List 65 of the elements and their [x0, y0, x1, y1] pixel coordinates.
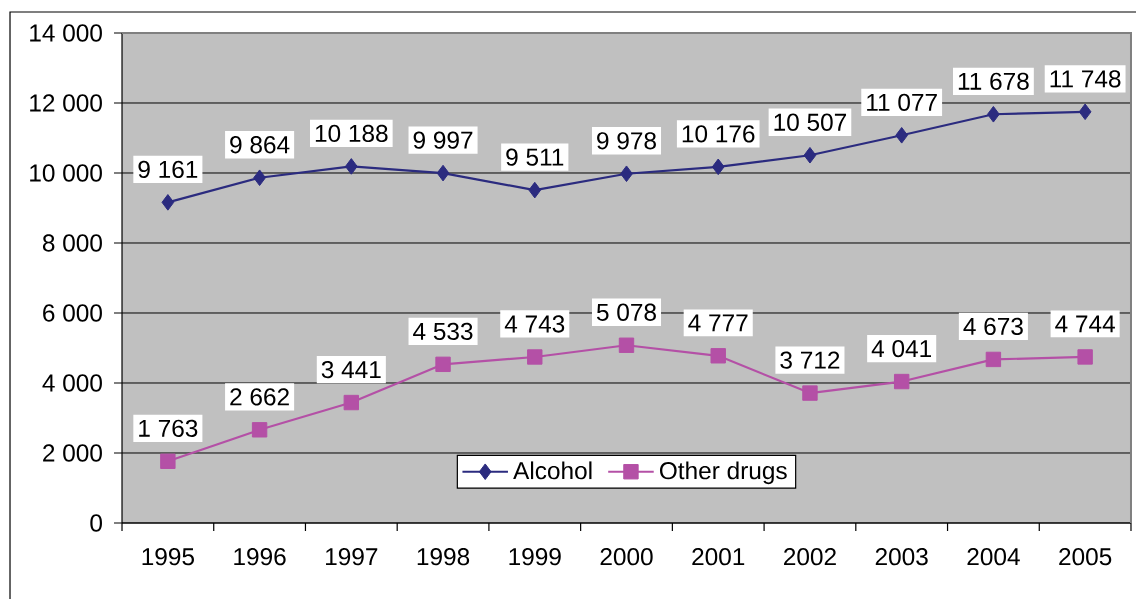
data-label: 4 744 — [1055, 315, 1115, 333]
data-label: 10 507 — [774, 113, 847, 131]
point — [343, 394, 360, 411]
data-label: 9 864 — [230, 136, 290, 154]
point — [620, 165, 633, 183]
point — [802, 385, 818, 401]
y-tick-label: 10 000 — [30, 164, 102, 182]
data-label: 3 712 — [780, 351, 840, 369]
legend-label: Other drugs — [659, 461, 787, 485]
data-label: 4 533 — [413, 322, 473, 340]
x-tick-label: 2000 — [600, 548, 653, 566]
point — [1078, 103, 1092, 121]
x-tick-label: 2005 — [1059, 548, 1112, 566]
data-label: 9 978 — [597, 132, 656, 150]
data-label: 2 662 — [230, 388, 289, 406]
point — [344, 158, 358, 175]
data-label: 4 743 — [504, 315, 565, 333]
x-tick-label: 1996 — [234, 548, 286, 566]
point — [435, 356, 451, 373]
data-label: 11 678 — [958, 72, 1029, 90]
y-tick-label: 4 000 — [42, 374, 102, 392]
x-tick-label: 2001 — [692, 548, 745, 566]
data-label: 9 997 — [413, 131, 473, 149]
x-tick-label: 2003 — [875, 548, 928, 566]
point — [251, 422, 268, 438]
point — [987, 105, 1000, 123]
point — [895, 127, 909, 144]
point — [528, 181, 542, 199]
x-tick-label: 1995 — [142, 548, 194, 566]
legend-label: Alcohol — [513, 461, 592, 480]
data-label: 4 673 — [963, 317, 1023, 336]
data-label: 1 763 — [139, 419, 198, 437]
y-tick-label: 6 000 — [43, 304, 102, 322]
data-label: 9 161 — [138, 160, 198, 179]
y-tick-label: 12 000 — [30, 94, 102, 112]
y-tick-label: 0 — [90, 514, 102, 532]
y-tick-label: 8 000 — [42, 234, 102, 252]
data-label: 10 176 — [682, 125, 755, 143]
data-label: 11 748 — [1050, 70, 1121, 88]
point — [1077, 349, 1093, 365]
data-label: 4 041 — [871, 339, 931, 358]
point — [160, 453, 176, 469]
y-tick-label: 14 000 — [30, 24, 102, 42]
point — [436, 164, 450, 182]
data-label: 3 441 — [321, 360, 381, 379]
point — [161, 194, 175, 211]
x-tick-label: 1999 — [509, 548, 561, 566]
point — [803, 146, 817, 164]
point — [253, 169, 266, 187]
point — [985, 351, 1002, 368]
point — [711, 158, 725, 176]
y-tick-label: 2 000 — [43, 444, 102, 462]
x-tick-label: 1997 — [326, 548, 378, 566]
data-label: 11 077 — [867, 93, 937, 111]
data-label: 9 511 — [506, 148, 564, 166]
data-label: 4 777 — [688, 314, 748, 332]
data-label: 5 078 — [596, 303, 656, 321]
x-tick-label: 2002 — [784, 548, 836, 566]
point — [893, 373, 910, 390]
point — [618, 337, 635, 353]
point — [710, 348, 726, 364]
x-tick-label: 1998 — [417, 548, 470, 566]
x-tick-label: 2004 — [967, 548, 1020, 566]
point — [527, 349, 543, 365]
data-label: 10 188 — [315, 124, 388, 143]
